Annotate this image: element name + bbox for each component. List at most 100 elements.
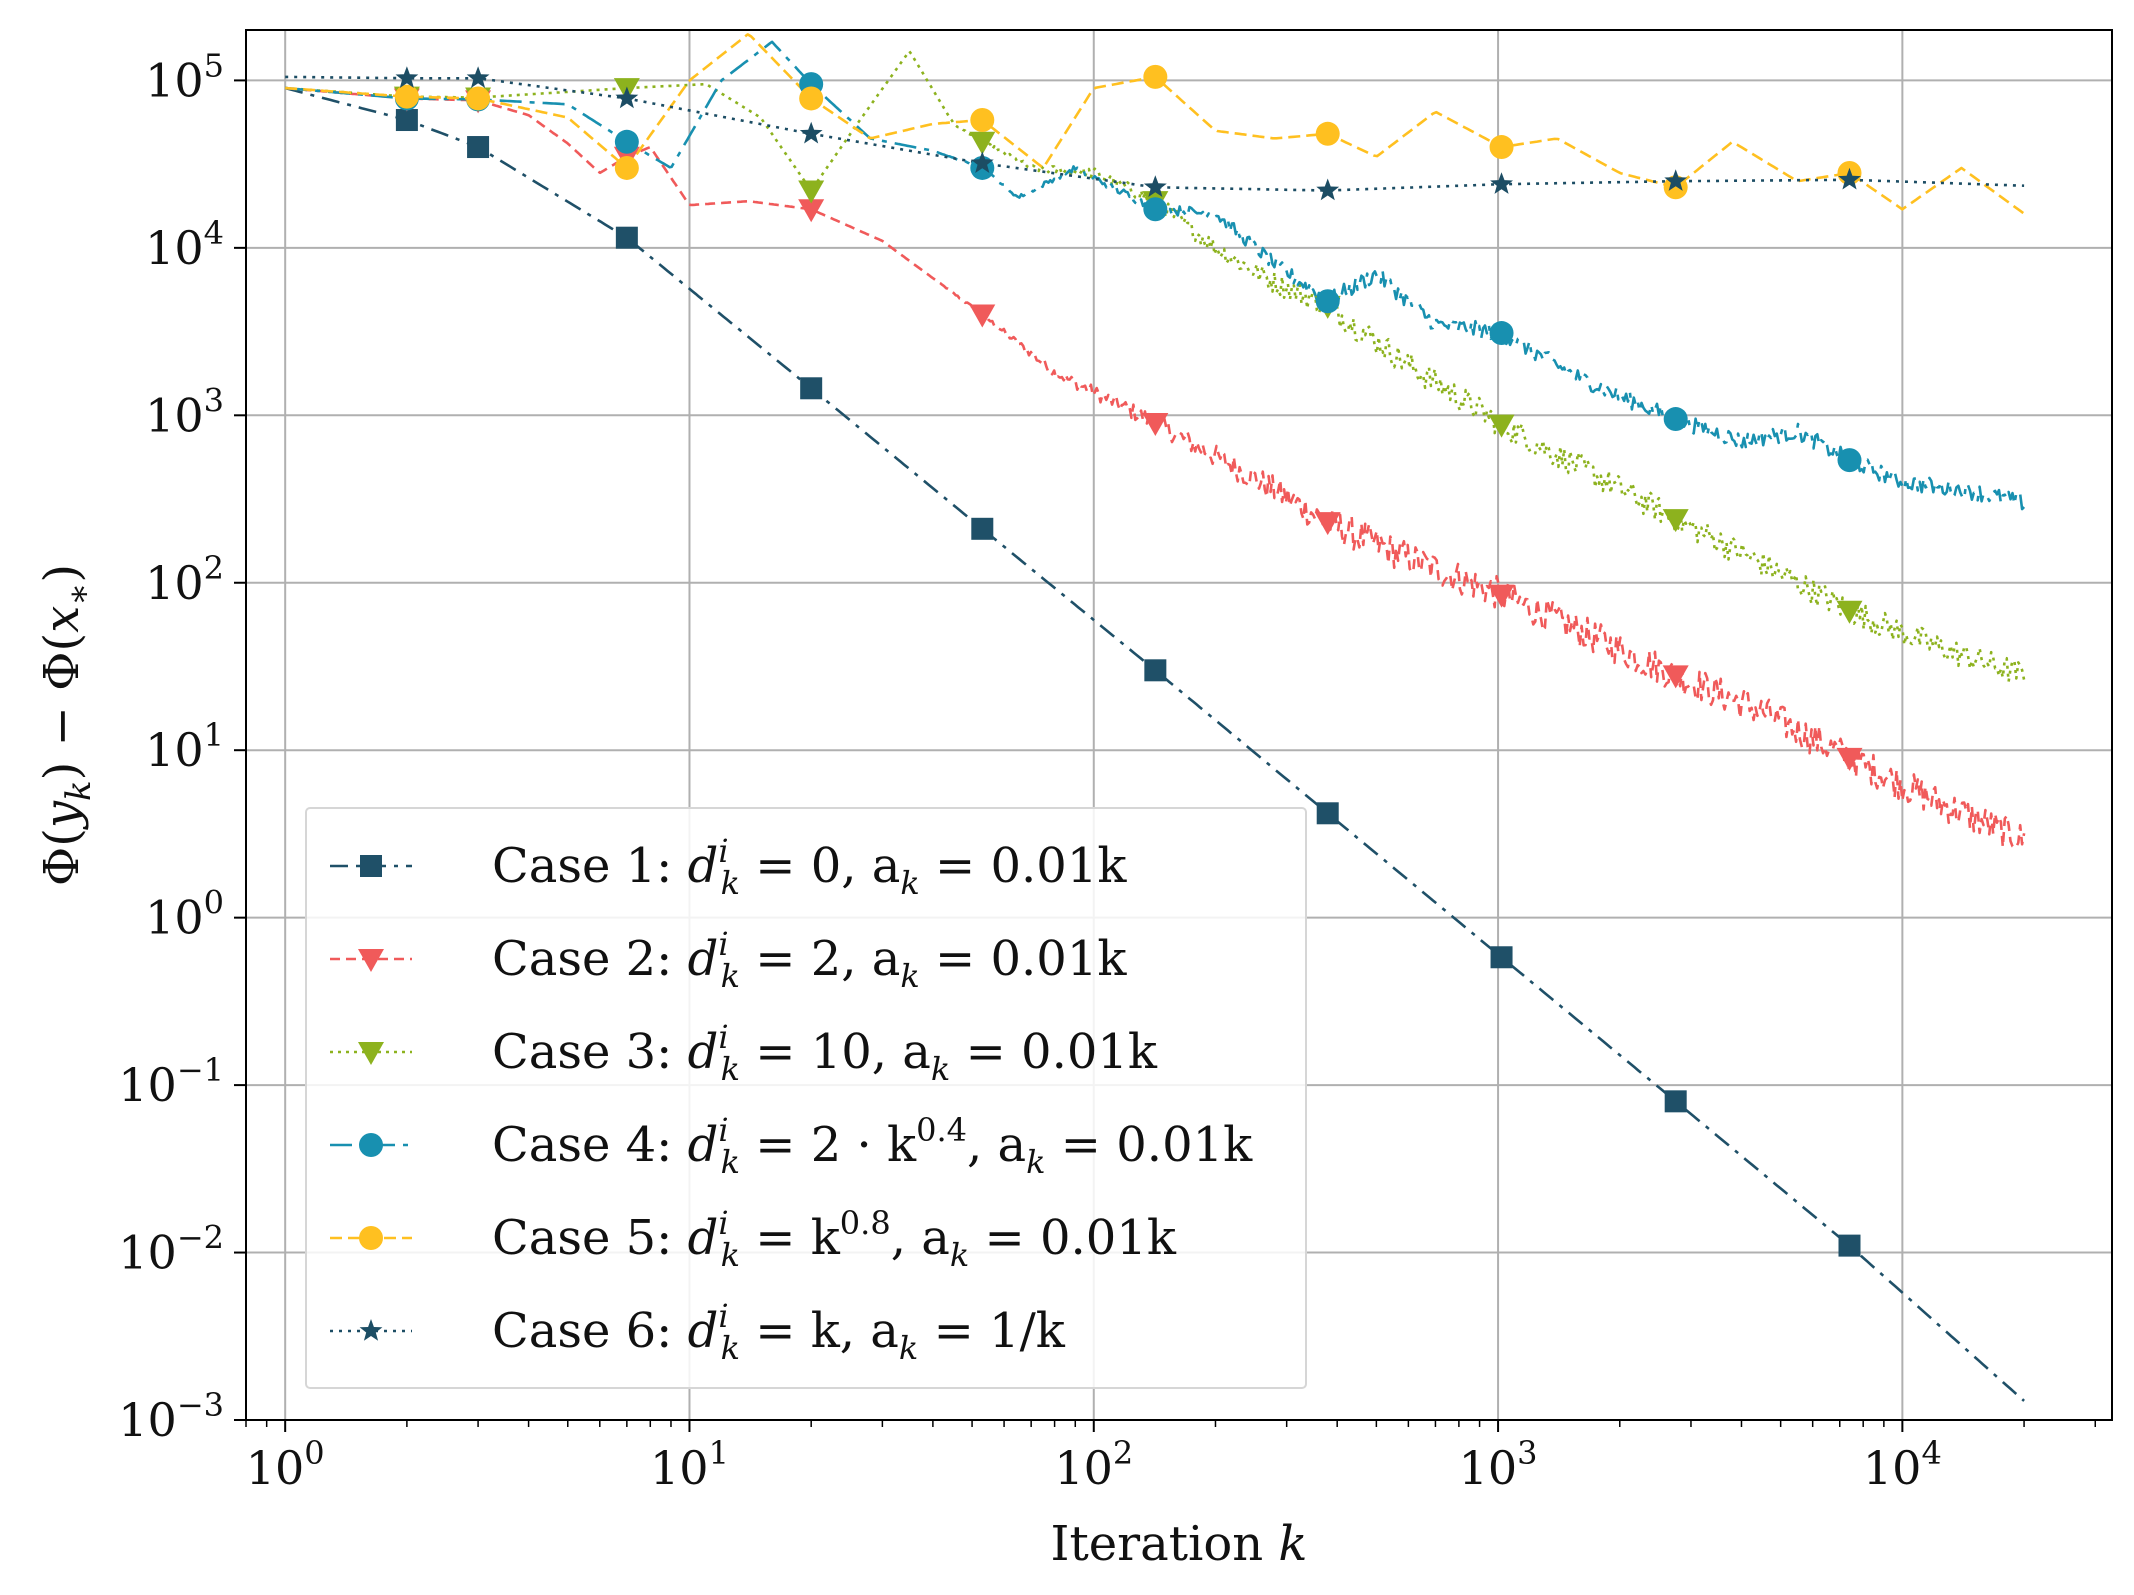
data-point-case-6 bbox=[1490, 172, 1513, 194]
data-point-case-6 bbox=[1143, 175, 1167, 197]
legend-entry-case-5: Case 5: di k = k0.8, ak = 0.01k bbox=[330, 1204, 1177, 1274]
data-point-case-1 bbox=[1144, 659, 1167, 682]
data-point-case-5 bbox=[970, 108, 995, 133]
markers-case-6 bbox=[395, 66, 1861, 201]
legend-box bbox=[305, 807, 1307, 1389]
data-point-case-3 bbox=[1836, 600, 1863, 624]
markers-case-4 bbox=[394, 72, 1862, 473]
data-point-case-6 bbox=[395, 66, 419, 88]
data-point-case-1 bbox=[1664, 1090, 1687, 1113]
legend-marker bbox=[359, 1226, 383, 1250]
legend-label: Case 1: di k = 0, ak = 0.01k bbox=[492, 832, 1127, 902]
data-point-case-4 bbox=[1489, 321, 1514, 346]
data-point-case-5 bbox=[394, 84, 419, 109]
data-point-case-6 bbox=[1664, 169, 1688, 191]
data-point-case-2 bbox=[1142, 412, 1169, 436]
y-tick-label: 105 bbox=[145, 46, 224, 107]
data-point-case-3 bbox=[798, 180, 825, 204]
x-axis-label: Iteration k bbox=[1050, 1516, 1307, 1572]
x-axis-ticks: 100 101 102 103 104 bbox=[246, 1420, 1942, 1495]
data-point-case-1 bbox=[615, 226, 638, 249]
data-point-case-4 bbox=[614, 129, 639, 154]
data-point-case-3 bbox=[969, 131, 996, 155]
x-tick-label: 100 bbox=[246, 1434, 325, 1495]
series-line-case-3 bbox=[285, 49, 2026, 683]
legend-label: Case 5: di k = k0.8, ak = 0.01k bbox=[492, 1204, 1177, 1274]
data-point-case-6 bbox=[970, 151, 994, 173]
legend-marker bbox=[360, 855, 382, 877]
data-point-case-1 bbox=[1316, 802, 1339, 825]
series-line-case-1 bbox=[284, 86, 2025, 1402]
data-point-case-6 bbox=[1838, 167, 1861, 190]
data-point-case-4 bbox=[1837, 448, 1862, 473]
data-point-case-4 bbox=[1143, 197, 1168, 222]
series-lines bbox=[284, 33, 2026, 1402]
series-markers bbox=[393, 64, 1863, 1257]
y-axis-ticks: 105 104 103 102 101 100 10−1 10−2 10−3 bbox=[118, 46, 246, 1447]
y-tick-label: 10−1 bbox=[118, 1051, 224, 1112]
series-line-case-6 bbox=[285, 75, 2025, 192]
data-point-case-4 bbox=[1315, 289, 1340, 314]
data-point-case-5 bbox=[1489, 135, 1514, 160]
y-tick-label: 102 bbox=[145, 549, 224, 610]
legend-entry-case-3: Case 3: di k = 10, ak = 0.01k bbox=[330, 1018, 1158, 1088]
data-point-case-2 bbox=[1662, 665, 1689, 689]
data-point-case-2 bbox=[969, 304, 996, 328]
data-point-case-2 bbox=[1836, 747, 1863, 771]
legend-entry-case-1: Case 1: di k = 0, ak = 0.01k bbox=[330, 832, 1127, 902]
x-tick-label: 101 bbox=[650, 1434, 729, 1495]
legend-entry-case-4: Case 4: di k = 2 · k0.4, ak = 0.01k bbox=[330, 1111, 1253, 1181]
markers-case-5 bbox=[394, 64, 1862, 200]
data-point-case-1 bbox=[1838, 1234, 1861, 1257]
legend-marker bbox=[359, 1319, 383, 1341]
series-line-case-4 bbox=[285, 40, 2026, 511]
legend-label: Case 2: di k = 2, ak = 0.01k bbox=[492, 925, 1127, 995]
data-point-case-2 bbox=[1314, 512, 1341, 536]
legend-entry-case-2: Case 2: di k = 2, ak = 0.01k bbox=[330, 925, 1127, 995]
data-point-case-5 bbox=[1143, 64, 1168, 89]
data-point-case-4 bbox=[1663, 407, 1688, 432]
data-point-case-1 bbox=[395, 109, 418, 132]
data-point-case-3 bbox=[1662, 509, 1689, 533]
data-point-case-1 bbox=[467, 136, 490, 159]
data-point-case-6 bbox=[615, 86, 639, 109]
data-point-case-6 bbox=[1316, 178, 1340, 201]
plot-frame bbox=[245, 29, 2113, 1421]
data-point-case-5 bbox=[799, 86, 824, 111]
legend-marker bbox=[358, 1042, 384, 1065]
markers-case-3 bbox=[393, 78, 1863, 624]
data-point-case-5 bbox=[614, 155, 639, 180]
data-point-case-1 bbox=[1490, 946, 1513, 969]
minor-ticks bbox=[245, 1420, 2097, 1427]
x-tick-label: 103 bbox=[1459, 1434, 1538, 1495]
legend-label: Case 4: di k = 2 · k0.4, ak = 0.01k bbox=[492, 1111, 1253, 1181]
legend-label: Case 3: di k = 10, ak = 0.01k bbox=[492, 1018, 1158, 1088]
data-point-case-3 bbox=[1488, 414, 1515, 438]
data-point-case-2 bbox=[1488, 584, 1515, 608]
y-tick-label: 101 bbox=[145, 716, 224, 777]
y-axis-label: Φ(yk) − Φ(x∗) bbox=[34, 564, 99, 886]
data-point-case-5 bbox=[1315, 121, 1340, 146]
data-point-case-2 bbox=[798, 199, 825, 223]
legend-entry-case-6: Case 6: di k = k, ak = 1/k bbox=[330, 1297, 1066, 1367]
legend: Case 1: di k = 0, ak = 0.01k Case 2: di k =… bbox=[305, 807, 1307, 1389]
y-tick-label: 100 bbox=[145, 884, 224, 945]
y-tick-label: 10−3 bbox=[118, 1386, 224, 1447]
data-point-case-1 bbox=[800, 377, 823, 400]
data-point-case-6 bbox=[799, 121, 823, 144]
x-tick-label: 104 bbox=[1863, 1434, 1942, 1495]
y-tick-label: 103 bbox=[145, 381, 224, 442]
legend-marker bbox=[359, 1133, 383, 1157]
data-point-case-6 bbox=[466, 66, 490, 88]
series-line-case-2 bbox=[285, 86, 2026, 849]
data-point-case-5 bbox=[466, 86, 491, 111]
y-tick-label: 10−2 bbox=[118, 1219, 224, 1280]
legend-marker bbox=[358, 949, 384, 972]
markers-case-1 bbox=[395, 109, 1861, 1257]
legend-label: Case 6: di k = k, ak = 1/k bbox=[492, 1297, 1066, 1367]
markers-case-2 bbox=[393, 88, 1863, 771]
y-tick-label: 104 bbox=[145, 214, 224, 275]
data-point-case-1 bbox=[971, 517, 994, 540]
x-tick-label: 102 bbox=[1054, 1434, 1133, 1495]
